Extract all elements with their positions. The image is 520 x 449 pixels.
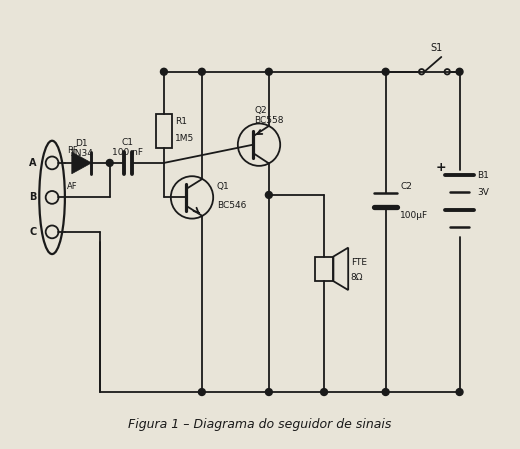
Text: 3V: 3V xyxy=(477,188,489,197)
Text: C: C xyxy=(29,227,36,237)
Text: B1: B1 xyxy=(477,171,489,180)
Text: Q1: Q1 xyxy=(217,182,229,191)
Text: FTE: FTE xyxy=(350,259,367,268)
Text: Q2: Q2 xyxy=(254,106,267,115)
Circle shape xyxy=(265,68,272,75)
Polygon shape xyxy=(72,152,92,174)
Bar xyxy=(315,256,333,281)
Circle shape xyxy=(382,68,389,75)
Text: RF: RF xyxy=(67,146,77,155)
Circle shape xyxy=(265,191,272,198)
Text: A: A xyxy=(29,158,36,168)
Circle shape xyxy=(161,68,167,75)
Circle shape xyxy=(106,159,113,167)
Text: D1: D1 xyxy=(75,139,88,148)
Circle shape xyxy=(382,388,389,396)
Circle shape xyxy=(199,388,205,396)
Text: R1: R1 xyxy=(175,117,187,126)
Bar xyxy=(156,114,172,148)
Text: BC546: BC546 xyxy=(217,201,246,210)
Circle shape xyxy=(456,68,463,75)
Text: BC558: BC558 xyxy=(254,116,283,125)
Text: 100 nF: 100 nF xyxy=(112,149,144,158)
Text: C2: C2 xyxy=(400,182,412,191)
Text: AF: AF xyxy=(67,182,77,191)
Circle shape xyxy=(456,388,463,396)
Text: B: B xyxy=(29,193,36,202)
Circle shape xyxy=(199,68,205,75)
Text: C1: C1 xyxy=(122,138,134,147)
Text: Figura 1 – Diagrama do seguidor de sinais: Figura 1 – Diagrama do seguidor de sinai… xyxy=(128,418,392,431)
Circle shape xyxy=(265,388,272,396)
Text: 8Ω: 8Ω xyxy=(350,273,363,282)
Text: 100μF: 100μF xyxy=(400,211,428,220)
Text: 1N34: 1N34 xyxy=(70,149,94,158)
Text: +: + xyxy=(436,161,446,174)
Text: 1M5: 1M5 xyxy=(175,134,194,143)
Text: S1: S1 xyxy=(431,43,443,53)
Circle shape xyxy=(321,388,328,396)
